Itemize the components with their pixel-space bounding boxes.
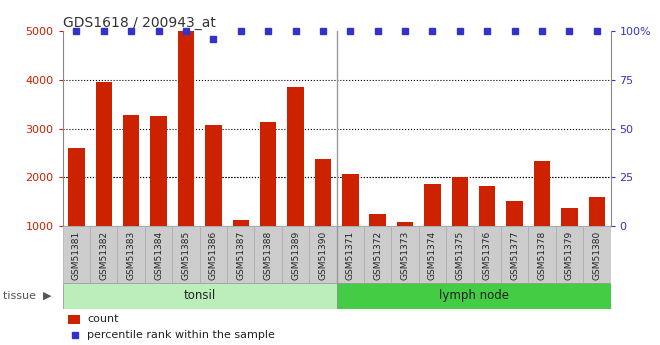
Text: GSM51372: GSM51372 bbox=[373, 230, 382, 280]
Bar bbox=[474, 226, 501, 283]
Bar bbox=[63, 283, 337, 309]
Bar bbox=[287, 87, 304, 275]
Bar bbox=[583, 226, 611, 283]
Text: GSM51375: GSM51375 bbox=[455, 230, 465, 280]
Bar bbox=[282, 226, 309, 283]
Text: tissue  ▶: tissue ▶ bbox=[3, 291, 51, 301]
Bar bbox=[451, 177, 468, 275]
Bar bbox=[337, 226, 364, 283]
Text: GSM51389: GSM51389 bbox=[291, 230, 300, 280]
Bar bbox=[479, 186, 496, 275]
Text: GDS1618 / 200943_at: GDS1618 / 200943_at bbox=[63, 16, 216, 30]
Bar bbox=[561, 208, 578, 275]
Text: GSM51371: GSM51371 bbox=[346, 230, 355, 280]
Bar bbox=[96, 82, 112, 275]
Bar bbox=[364, 226, 391, 283]
Text: GSM51379: GSM51379 bbox=[565, 230, 574, 280]
Text: GSM51380: GSM51380 bbox=[592, 230, 601, 280]
Bar bbox=[370, 214, 386, 275]
Text: GSM51376: GSM51376 bbox=[482, 230, 492, 280]
Text: GSM51386: GSM51386 bbox=[209, 230, 218, 280]
Bar bbox=[309, 226, 337, 283]
Bar bbox=[556, 226, 583, 283]
Text: GSM51378: GSM51378 bbox=[537, 230, 546, 280]
Bar bbox=[227, 226, 255, 283]
Bar bbox=[63, 226, 90, 283]
Text: GSM51382: GSM51382 bbox=[99, 230, 108, 280]
Bar bbox=[90, 226, 117, 283]
Text: GSM51377: GSM51377 bbox=[510, 230, 519, 280]
Bar bbox=[117, 226, 145, 283]
Bar bbox=[446, 226, 473, 283]
Text: lymph node: lymph node bbox=[438, 289, 509, 302]
Bar bbox=[397, 222, 413, 275]
Bar bbox=[232, 220, 249, 275]
Bar bbox=[123, 115, 139, 275]
Bar bbox=[178, 31, 194, 275]
Text: GSM51390: GSM51390 bbox=[318, 230, 327, 280]
Bar bbox=[205, 125, 222, 275]
Bar bbox=[424, 184, 441, 275]
Text: GSM51385: GSM51385 bbox=[182, 230, 191, 280]
Text: GSM51387: GSM51387 bbox=[236, 230, 246, 280]
Bar bbox=[68, 315, 81, 324]
Text: tonsil: tonsil bbox=[183, 289, 216, 302]
Text: GSM51384: GSM51384 bbox=[154, 230, 163, 280]
Bar bbox=[418, 226, 446, 283]
Bar bbox=[529, 226, 556, 283]
Bar bbox=[342, 174, 358, 275]
Bar bbox=[506, 201, 523, 275]
Text: GSM51373: GSM51373 bbox=[401, 230, 410, 280]
Bar bbox=[172, 226, 200, 283]
Bar bbox=[589, 197, 605, 275]
Text: GSM51388: GSM51388 bbox=[263, 230, 273, 280]
Text: count: count bbox=[87, 314, 119, 324]
Bar bbox=[337, 283, 610, 309]
Bar bbox=[260, 122, 277, 275]
Bar bbox=[145, 226, 172, 283]
Bar bbox=[391, 226, 418, 283]
Bar bbox=[150, 116, 167, 275]
Bar bbox=[534, 161, 550, 275]
Text: GSM51374: GSM51374 bbox=[428, 230, 437, 280]
Bar bbox=[199, 226, 227, 283]
Bar bbox=[68, 148, 84, 275]
Bar bbox=[315, 159, 331, 275]
Text: GSM51383: GSM51383 bbox=[127, 230, 136, 280]
Text: GSM51381: GSM51381 bbox=[72, 230, 81, 280]
Bar bbox=[255, 226, 282, 283]
Text: percentile rank within the sample: percentile rank within the sample bbox=[87, 330, 275, 340]
Bar bbox=[501, 226, 529, 283]
